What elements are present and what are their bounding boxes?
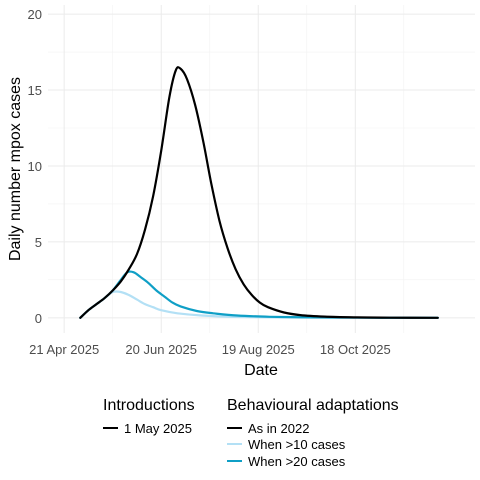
x-tick-label: 19 Aug 2025 (222, 342, 295, 357)
y-tick-label: 0 (35, 311, 42, 326)
y-axis-ticks: 0 5 10 15 20 (28, 7, 42, 326)
legend: Introductions 1 May 2025 Behavioural ada… (103, 397, 399, 469)
x-tick-label: 21 Apr 2025 (29, 342, 99, 357)
legend-label-when-10: When >10 cases (248, 437, 346, 452)
x-tick-label: 20 Jun 2025 (125, 342, 197, 357)
y-tick-label: 10 (28, 159, 42, 174)
y-tick-label: 20 (28, 7, 42, 22)
series-line-as-in-2022 (79, 66, 439, 319)
legend-title-behavioural: Behavioural adaptations (227, 397, 399, 414)
y-tick-label: 5 (35, 235, 42, 250)
x-tick-label: 18 Oct 2025 (320, 342, 391, 357)
grid-lines (48, 5, 475, 333)
y-tick-label: 15 (28, 83, 42, 98)
y-axis-title: Daily number mpox cases (7, 77, 24, 261)
legend-title-introductions: Introductions (103, 397, 195, 414)
legend-label-introductions: 1 May 2025 (124, 421, 192, 436)
plot-panel-background (48, 5, 475, 333)
x-axis-ticks: 21 Apr 2025 20 Jun 2025 19 Aug 2025 18 Oct … (29, 342, 391, 357)
legend-label-when-20: When >20 cases (248, 454, 346, 469)
legend-label-as-in-2022: As in 2022 (248, 421, 309, 436)
series-lines (79, 66, 439, 319)
x-axis-title: Date (244, 362, 278, 379)
